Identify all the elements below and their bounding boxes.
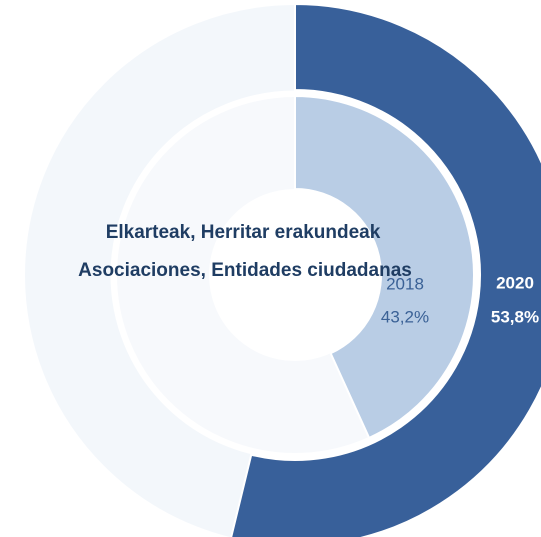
- donut-slice: [294, 94, 475, 440]
- value-label: 53,8%: [491, 307, 539, 326]
- ring-separator: [110, 90, 480, 460]
- chart-subtitle: Asociaciones, Entidades ciudadanas: [78, 260, 412, 281]
- value-label: 43,2%: [381, 307, 429, 326]
- series-label: 2020: [496, 273, 534, 292]
- donut-slice: [230, 2, 541, 537]
- series-label: 2018: [386, 274, 424, 293]
- chart-title: Elkarteak, Herritar erakundeak: [106, 222, 381, 243]
